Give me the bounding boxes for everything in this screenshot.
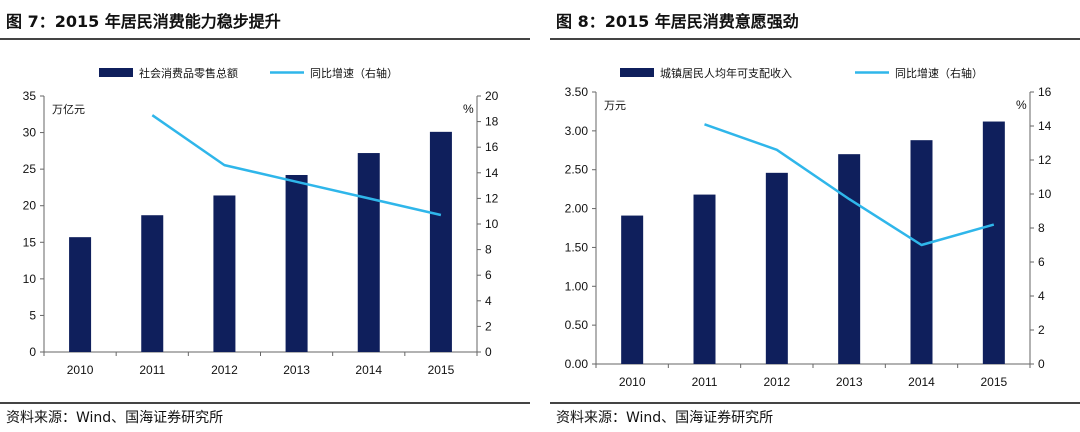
figure-7-source: 资料来源：Wind、国海证券研究所 bbox=[6, 410, 224, 426]
right-tick-label: 16 bbox=[485, 140, 499, 154]
right-tick-label: 4 bbox=[485, 294, 492, 308]
right-tick-label: 14 bbox=[485, 166, 499, 180]
left-tick-label: 2.50 bbox=[565, 163, 589, 177]
bar bbox=[693, 194, 716, 364]
right-tick-label: 2 bbox=[1038, 323, 1045, 337]
left-tick-label: 2.00 bbox=[565, 202, 589, 216]
x-tick-label: 2013 bbox=[283, 363, 310, 377]
left-tick-label: 35 bbox=[23, 89, 37, 103]
bar bbox=[69, 237, 92, 352]
growth-rate-line bbox=[704, 123, 995, 247]
right-tick-label: 6 bbox=[1038, 255, 1045, 269]
right-tick-label: 2 bbox=[485, 319, 492, 333]
figure-7-bottom-rule bbox=[0, 402, 530, 404]
right-axis-unit: % bbox=[1016, 98, 1027, 112]
x-tick-label: 2012 bbox=[211, 363, 238, 377]
legend-line-label: 同比增速（右轴） bbox=[310, 66, 398, 80]
legend-bar-label: 城镇居民人均年可支配收入 bbox=[660, 66, 792, 80]
figure-8-bottom-rule bbox=[550, 402, 1080, 404]
left-tick-label: 3.50 bbox=[565, 85, 589, 99]
x-tick-label: 2015 bbox=[980, 375, 1007, 389]
figure-7-top-rule bbox=[0, 38, 530, 40]
x-tick-label: 2011 bbox=[692, 375, 718, 389]
bar bbox=[838, 154, 861, 364]
right-tick-label: 0 bbox=[485, 345, 492, 359]
bar bbox=[357, 153, 380, 352]
right-tick-label: 10 bbox=[485, 217, 499, 231]
right-tick-label: 0 bbox=[1038, 357, 1045, 371]
right-tick-label: 12 bbox=[1038, 153, 1052, 167]
right-axis-unit: % bbox=[463, 102, 474, 116]
figure-7-title: 图 7：2015 年居民消费能力稳步提升 bbox=[6, 12, 281, 31]
figure-7-panel: 图 7：2015 年居民消费能力稳步提升 社会消费品零售总额 同比增速（右轴） 万亿… bbox=[0, 0, 530, 432]
right-tick-label: 20 bbox=[485, 89, 499, 103]
legend-bar-label: 社会消费品零售总额 bbox=[139, 66, 238, 80]
figure-8-chart: 城镇居民人均年可支配收入 同比增速（右轴） 万元 % 0.00 0.50 1.00 1.50 2… bbox=[565, 66, 1052, 389]
bar bbox=[982, 121, 1005, 364]
right-tick-label: 8 bbox=[485, 243, 492, 257]
right-tick-label: 6 bbox=[485, 268, 492, 282]
right-tick-label: 4 bbox=[1038, 289, 1045, 303]
bar bbox=[765, 172, 788, 364]
x-tick-label: 2014 bbox=[355, 363, 382, 377]
x-tick-label: 2010 bbox=[67, 363, 94, 377]
x-tick-label: 2015 bbox=[428, 363, 455, 377]
left-axis-unit: 万元 bbox=[604, 100, 626, 112]
figure-7-chart: 社会消费品零售总额 同比增速（右轴） 万亿元 % 0 5 10 15 20 25 30 35 0 2 4 6 8… bbox=[23, 66, 499, 377]
bar bbox=[141, 215, 164, 352]
growth-rate-line bbox=[151, 114, 442, 217]
left-tick-label: 30 bbox=[23, 126, 37, 140]
left-tick-label: 0.00 bbox=[565, 357, 589, 371]
left-tick-label: 5 bbox=[29, 308, 36, 322]
bar bbox=[285, 174, 308, 352]
bar bbox=[910, 140, 933, 364]
right-tick-label: 16 bbox=[1038, 85, 1052, 99]
legend-line-label: 同比增速（右轴） bbox=[895, 66, 983, 80]
left-tick-label: 25 bbox=[23, 162, 37, 176]
right-tick-label: 8 bbox=[1038, 221, 1045, 235]
left-axis-unit: 万亿元 bbox=[52, 103, 85, 116]
right-tick-label: 18 bbox=[485, 115, 499, 129]
left-tick-label: 1.50 bbox=[565, 240, 589, 254]
x-tick-label: 2014 bbox=[908, 375, 935, 389]
left-tick-label: 0 bbox=[29, 345, 36, 359]
right-tick-label: 12 bbox=[485, 191, 499, 205]
left-tick-label: 15 bbox=[23, 235, 37, 249]
left-tick-label: 0.50 bbox=[565, 318, 589, 332]
left-tick-label: 10 bbox=[23, 272, 37, 286]
bar bbox=[429, 131, 452, 352]
bar bbox=[213, 195, 236, 352]
figure-8-top-rule bbox=[550, 38, 1080, 40]
right-tick-label: 10 bbox=[1038, 187, 1052, 201]
x-tick-label: 2011 bbox=[139, 363, 165, 377]
left-tick-label: 1.00 bbox=[565, 279, 589, 293]
legend-bar-swatch bbox=[620, 68, 654, 77]
figure-8-source: 资料来源：Wind、国海证券研究所 bbox=[556, 410, 774, 426]
x-tick-label: 2012 bbox=[763, 375, 790, 389]
left-tick-label: 20 bbox=[23, 199, 37, 213]
figure-8-panel: 图 8：2015 年居民消费意愿强劲 城镇居民人均年可支配收入 同比增速（右轴） 万… bbox=[550, 0, 1080, 432]
x-tick-label: 2010 bbox=[619, 375, 646, 389]
bar bbox=[621, 215, 644, 364]
left-tick-label: 3.00 bbox=[565, 124, 589, 138]
figure-8-title: 图 8：2015 年居民消费意愿强劲 bbox=[556, 12, 799, 31]
legend-bar-swatch bbox=[99, 68, 133, 77]
x-tick-label: 2013 bbox=[836, 375, 863, 389]
right-tick-label: 14 bbox=[1038, 119, 1052, 133]
